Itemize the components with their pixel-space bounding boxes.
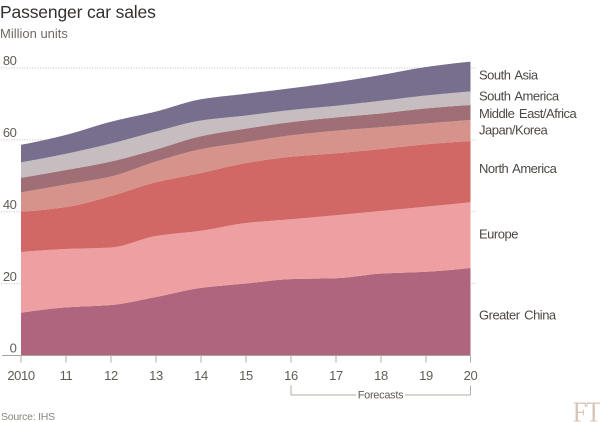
svg-text:11: 11	[60, 368, 73, 383]
svg-text:40: 40	[3, 197, 17, 212]
svg-text:Middle East/Africa: Middle East/Africa	[479, 106, 578, 121]
svg-text:Source: IHS: Source: IHS	[1, 411, 55, 422]
svg-text:Europe: Europe	[479, 227, 518, 242]
svg-text:2010: 2010	[7, 368, 34, 383]
svg-text:0: 0	[10, 341, 17, 356]
svg-text:20: 20	[464, 368, 478, 383]
svg-text:Japan/Korea: Japan/Korea	[479, 122, 548, 137]
svg-text:18: 18	[374, 368, 388, 383]
svg-text:South America: South America	[479, 89, 560, 104]
svg-text:14: 14	[194, 368, 208, 383]
svg-text:FT: FT	[573, 396, 600, 422]
svg-text:16: 16	[284, 368, 298, 383]
svg-text:80: 80	[3, 53, 17, 68]
svg-text:North America: North America	[479, 161, 558, 176]
svg-text:17: 17	[329, 368, 343, 383]
svg-text:13: 13	[149, 368, 163, 383]
svg-text:South Asia: South Asia	[479, 67, 539, 82]
svg-text:19: 19	[419, 368, 433, 383]
svg-text:20: 20	[3, 269, 17, 284]
svg-text:15: 15	[239, 368, 253, 383]
svg-text:Forecasts: Forecasts	[358, 390, 404, 402]
svg-text:60: 60	[3, 125, 17, 140]
svg-text:12: 12	[104, 368, 118, 383]
svg-text:Greater China: Greater China	[479, 308, 557, 323]
